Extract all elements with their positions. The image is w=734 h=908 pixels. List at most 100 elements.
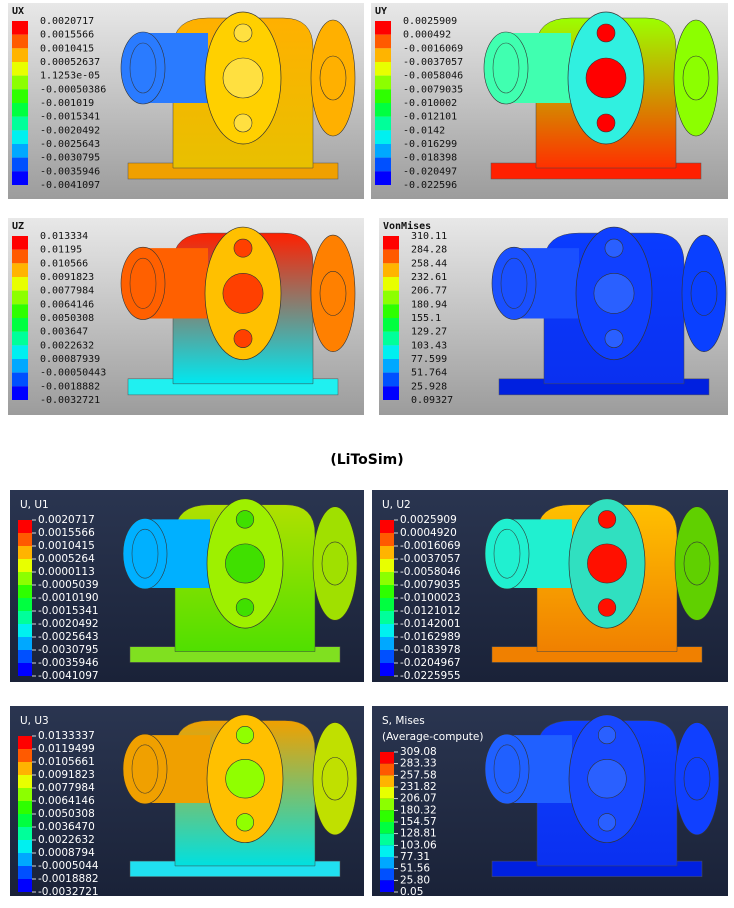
legend-label: -0.0010190 [38, 592, 99, 604]
legend-swatch [380, 868, 394, 881]
legend-label: 77.31 [400, 851, 430, 863]
legend-swatch [375, 62, 391, 76]
legend-swatch [18, 559, 32, 572]
legend-label: 0.0020717 [38, 514, 95, 526]
legend-label: 0.0105661 [38, 756, 95, 768]
legend-swatch [18, 546, 32, 559]
legend-label: -0.020497 [403, 166, 457, 177]
legend-title: UZ [12, 221, 24, 232]
legend-swatch [12, 34, 28, 49]
legend-label: -0.0058046 [403, 71, 463, 82]
legend-swatch [12, 236, 28, 250]
legend-label: -0.0025643 [38, 631, 99, 643]
legend-label: 180.94 [411, 299, 447, 310]
legend-label: 0.0000113 [38, 566, 95, 578]
legend-label: 0.0010415 [40, 43, 94, 54]
center-hole [222, 57, 264, 99]
legend-label: 103.43 [411, 340, 447, 351]
boss-bore [683, 757, 711, 801]
legend-label: -0.018398 [403, 153, 457, 164]
legend-swatch [18, 866, 32, 879]
legend-swatch [18, 801, 32, 814]
legend-label: -0.0142001 [400, 618, 461, 630]
legend-label: 0.0008794 [38, 847, 95, 859]
legend-label: 77.599 [411, 354, 447, 365]
bolt-hole [597, 813, 617, 832]
center-hole [222, 272, 264, 314]
legend-label: -0.022596 [403, 180, 457, 191]
legend-label: -0.0041097 [40, 180, 100, 191]
legend-label: -0.0016069 [403, 43, 463, 54]
legend-swatch [380, 546, 394, 559]
legend-title: U, U3 [20, 715, 49, 727]
legend-swatch [375, 75, 391, 90]
bolt-hole [233, 238, 253, 258]
legend-label: -0.0020492 [40, 125, 100, 136]
legend-label: 1.1253e-05 [40, 71, 100, 82]
legend-swatch [375, 103, 391, 117]
legend-label: 283.33 [400, 758, 437, 770]
legend-swatch [383, 372, 399, 387]
legend-label: 0.0077984 [38, 782, 95, 794]
legend-swatch [12, 386, 28, 400]
legend-swatch [12, 277, 28, 291]
legend-label: 51.56 [400, 863, 430, 875]
legend-swatch [380, 845, 394, 857]
legend-swatch [375, 144, 391, 158]
legend-swatch [383, 386, 399, 400]
bolt-hole [597, 726, 617, 745]
legend-label: 258.44 [411, 258, 447, 269]
legend-swatch [18, 827, 32, 840]
legend-swatch [18, 840, 32, 853]
legend-swatch [12, 249, 28, 264]
legend-label: 231.82 [400, 781, 437, 793]
legend-label: -0.010002 [403, 98, 457, 109]
legend-swatch [380, 572, 394, 585]
legend-swatch [12, 21, 28, 35]
legend-swatch [380, 752, 394, 764]
bolt-hole [235, 813, 255, 832]
boss-bore [690, 270, 718, 316]
legend-swatch [18, 611, 32, 624]
legend-swatch [12, 359, 28, 373]
legend-label: -0.0142 [403, 125, 445, 136]
legend-label: 0.0015566 [38, 527, 95, 539]
legend-label: 0.0015566 [40, 30, 94, 41]
legend-label: -0.0030795 [40, 153, 100, 164]
legend-label: 0.000492 [403, 30, 451, 41]
pipe-bore [500, 257, 528, 309]
legend-swatch [380, 787, 394, 799]
legend-label: 0.0005264 [38, 553, 95, 565]
legend-subtitle: (Average-compute) [382, 731, 483, 743]
bolt-hole [233, 23, 253, 43]
legend-label: -0.0041097 [38, 670, 99, 682]
boss-bore [319, 55, 347, 101]
legend-swatch [383, 331, 399, 346]
boss-bore [319, 270, 347, 316]
legend-swatch [18, 736, 32, 749]
legend-label: 0.0050308 [38, 808, 95, 820]
legend-label: 0.013334 [40, 231, 88, 242]
legend-swatch [380, 559, 394, 572]
legend-swatch [383, 263, 399, 277]
legend-swatch [12, 372, 28, 387]
legend-label: 309.08 [400, 746, 437, 758]
legend-swatch [375, 157, 391, 172]
center-hole [225, 543, 265, 584]
legend-label: 284.28 [411, 245, 447, 256]
legend-label: -0.0079035 [403, 84, 463, 95]
legend-swatch [383, 318, 399, 332]
legend-label: -0.0020492 [38, 618, 99, 630]
boss-bore [321, 541, 349, 586]
legend-swatch [12, 345, 28, 359]
legend-label: -0.0018882 [38, 873, 99, 885]
legend-swatch [380, 775, 394, 787]
legend-label: 232.61 [411, 272, 447, 283]
legend-swatch [18, 853, 32, 866]
legend-label: -0.0030795 [38, 644, 99, 656]
legend-swatch [383, 249, 399, 264]
legend-label: -0.0183978 [400, 644, 461, 656]
pipe-bore [129, 257, 157, 309]
legend-label: 25.80 [400, 874, 430, 886]
legend-swatch [18, 650, 32, 663]
